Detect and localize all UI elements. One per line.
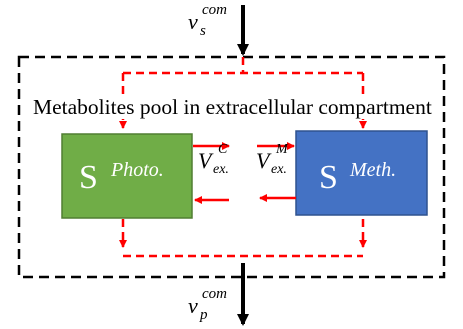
species-box-meth	[295, 130, 428, 216]
flux-out-subscript: p	[200, 307, 208, 323]
species-photo-name: Photo.	[111, 159, 164, 181]
flux-in-label: v com s	[188, 3, 227, 39]
flux-out-symbol: v	[188, 293, 198, 318]
species-photo-prefix: S	[79, 159, 98, 196]
species-box-photo	[61, 133, 193, 219]
flux-in-superscript: com	[202, 2, 227, 18]
species-meth-name: Meth.	[350, 159, 397, 181]
exchange-c-superscript: C	[218, 142, 228, 157]
exchange-m-label: V M ex.	[256, 143, 288, 177]
exchange-m-symbol: V	[256, 148, 270, 173]
flux-out-label: v com p	[188, 287, 227, 323]
exchange-c-subscript: ex.	[213, 162, 229, 177]
exchange-c-label: V C ex.	[198, 143, 229, 177]
exchange-c-symbol: V	[198, 148, 212, 173]
flux-out-superscript: com	[202, 286, 227, 302]
exchange-m-superscript: M	[276, 142, 288, 157]
pool-title: Metabolites pool in extracellular compar…	[33, 95, 432, 119]
community-boundary	[17, 55, 446, 279]
exchange-m-subscript: ex.	[271, 162, 287, 177]
species-meth-prefix: S	[319, 159, 338, 196]
flux-in-subscript: s	[200, 23, 206, 39]
flux-in-symbol: v	[188, 9, 198, 34]
